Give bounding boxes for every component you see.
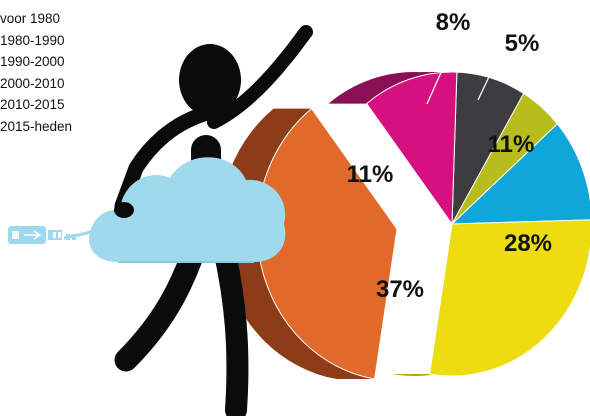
pie-slice [365,71,458,226]
legend-item: 1990-2000 [0,54,65,70]
cloud-icon [89,157,286,263]
legend-item: voor 1980 [0,11,61,26]
data-label: 11% [347,161,394,188]
pie-slice [256,107,398,380]
leader-line [477,57,499,101]
data-label: 11% [488,131,535,158]
legend: voor 1980 1980-1990 1990-2000 2000-2010 … [0,8,72,138]
pie-slice [450,123,590,225]
pie-slice-side [328,72,457,104]
data-label: 28% [504,230,552,257]
leader-line [426,40,456,105]
data-label: 5% [505,30,540,57]
legend-item: 2010-2015 [0,97,65,113]
pie-slice-side [219,108,375,380]
hand-icon [114,202,134,218]
legend-item: 2000-2010 [0,75,65,91]
usb-cable-icon [8,226,99,244]
data-label: 8% [436,9,471,36]
legend-item: 2015-heden [0,118,73,134]
pie-tops [219,71,590,380]
legend-item: 1980-1990 [0,32,65,48]
data-label: 37% [376,276,424,303]
